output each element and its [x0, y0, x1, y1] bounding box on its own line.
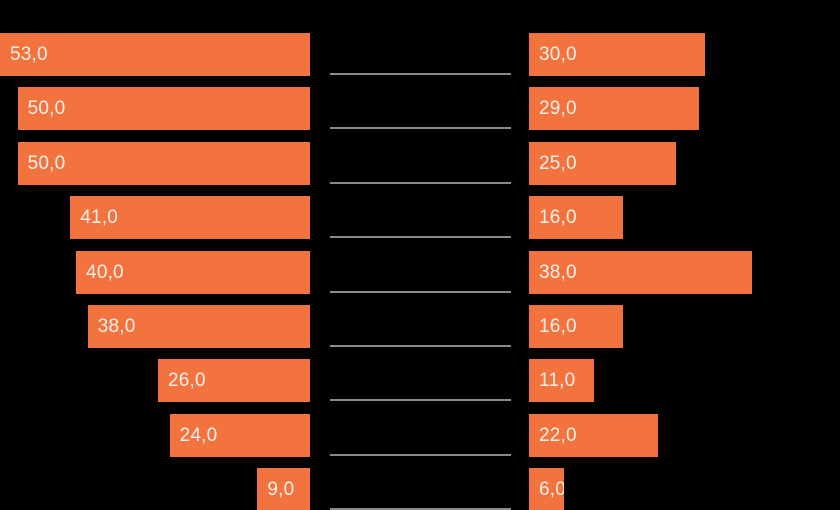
left-bar-value-label: 24,0	[179, 425, 218, 446]
row-separator-line	[330, 236, 511, 238]
right-bar-zone: 30,0	[529, 33, 840, 76]
chart-row: 9,0 6,0	[0, 468, 840, 510]
row-separator-line	[330, 508, 511, 510]
left-bar-zone: 9,0	[0, 468, 310, 510]
right-bar: 25,0	[529, 142, 676, 185]
left-bar-value-label: 41,0	[80, 207, 118, 228]
right-bar-value-label: 30,0	[539, 44, 577, 65]
left-bar-value-label: 38,0	[97, 316, 136, 337]
chart-row: 50,0 25,0	[0, 142, 840, 185]
chart-row: 24,0 22,0	[0, 414, 840, 457]
left-bar-value-label: 50,0	[27, 153, 66, 174]
right-bar: 30,0	[529, 33, 706, 76]
left-bar-value-label: 26,0	[167, 370, 206, 391]
right-bar-value-label: 29,0	[539, 98, 577, 119]
chart-row: 41,0 16,0	[0, 196, 840, 239]
left-bar: 9,0	[257, 468, 310, 510]
row-separator-line	[330, 345, 511, 347]
left-bar-value-label: 40,0	[86, 262, 124, 283]
right-bar: 11,0	[529, 359, 594, 402]
row-separator-line	[330, 73, 511, 75]
left-bar-zone: 26,0	[0, 359, 310, 402]
left-bar-zone: 41,0	[0, 196, 310, 239]
left-bar: 50,0	[17, 87, 310, 130]
left-bar-zone: 38,0	[0, 305, 310, 348]
left-bar-zone: 40,0	[0, 251, 310, 294]
row-separator-line	[330, 454, 511, 456]
left-bar: 53,0	[0, 33, 310, 76]
left-bar-zone: 24,0	[0, 414, 310, 457]
left-bar: 24,0	[169, 414, 310, 457]
left-bar: 26,0	[157, 359, 310, 402]
right-bar-value-label: 16,0	[539, 207, 577, 228]
left-bar: 40,0	[76, 251, 310, 294]
right-bar: 38,0	[529, 251, 752, 294]
right-bar-zone: 22,0	[529, 414, 840, 457]
left-bar-zone: 50,0	[0, 142, 310, 185]
chart-row: 26,0 11,0	[0, 359, 840, 402]
right-bar-zone: 16,0	[529, 196, 840, 239]
right-bar-zone: 11,0	[529, 359, 840, 402]
left-bar: 50,0	[17, 142, 310, 185]
right-bar-value-label: 22,0	[539, 425, 577, 446]
chart-row: 38,0 16,0	[0, 305, 840, 348]
right-bar-zone: 6,0	[529, 468, 840, 510]
right-bar-zone: 38,0	[529, 251, 840, 294]
right-bar-zone: 25,0	[529, 142, 840, 185]
right-bar-value-label: 16,0	[539, 316, 577, 337]
right-bar: 6,0	[529, 468, 565, 510]
right-bar-value-label: 38,0	[539, 262, 577, 283]
left-bar-zone: 53,0	[0, 33, 310, 76]
left-bar-value-label: 53,0	[10, 44, 48, 65]
row-separator-line	[330, 127, 511, 129]
right-bar: 22,0	[529, 414, 659, 457]
row-separator-line	[330, 399, 511, 401]
chart-row: 50,0 29,0	[0, 87, 840, 130]
right-bar: 16,0	[529, 196, 623, 239]
left-bar: 38,0	[87, 305, 310, 348]
left-bar-value-label: 9,0	[267, 479, 295, 500]
right-bar-zone: 16,0	[529, 305, 840, 348]
right-bar-zone: 29,0	[529, 87, 840, 130]
chart-row: 40,0 38,0	[0, 251, 840, 294]
left-bar: 41,0	[70, 196, 310, 239]
right-bar-value-label: 11,0	[539, 370, 576, 391]
row-separator-line	[330, 182, 511, 184]
right-bar-value-label: 25,0	[539, 153, 577, 174]
left-bar-zone: 50,0	[0, 87, 310, 130]
row-separator-line	[330, 291, 511, 293]
left-bar-value-label: 50,0	[27, 98, 66, 119]
right-bar-value-label: 6,0	[539, 479, 565, 500]
right-bar: 16,0	[529, 305, 623, 348]
right-bar: 29,0	[529, 87, 700, 130]
chart-row: 53,0 30,0	[0, 33, 840, 76]
